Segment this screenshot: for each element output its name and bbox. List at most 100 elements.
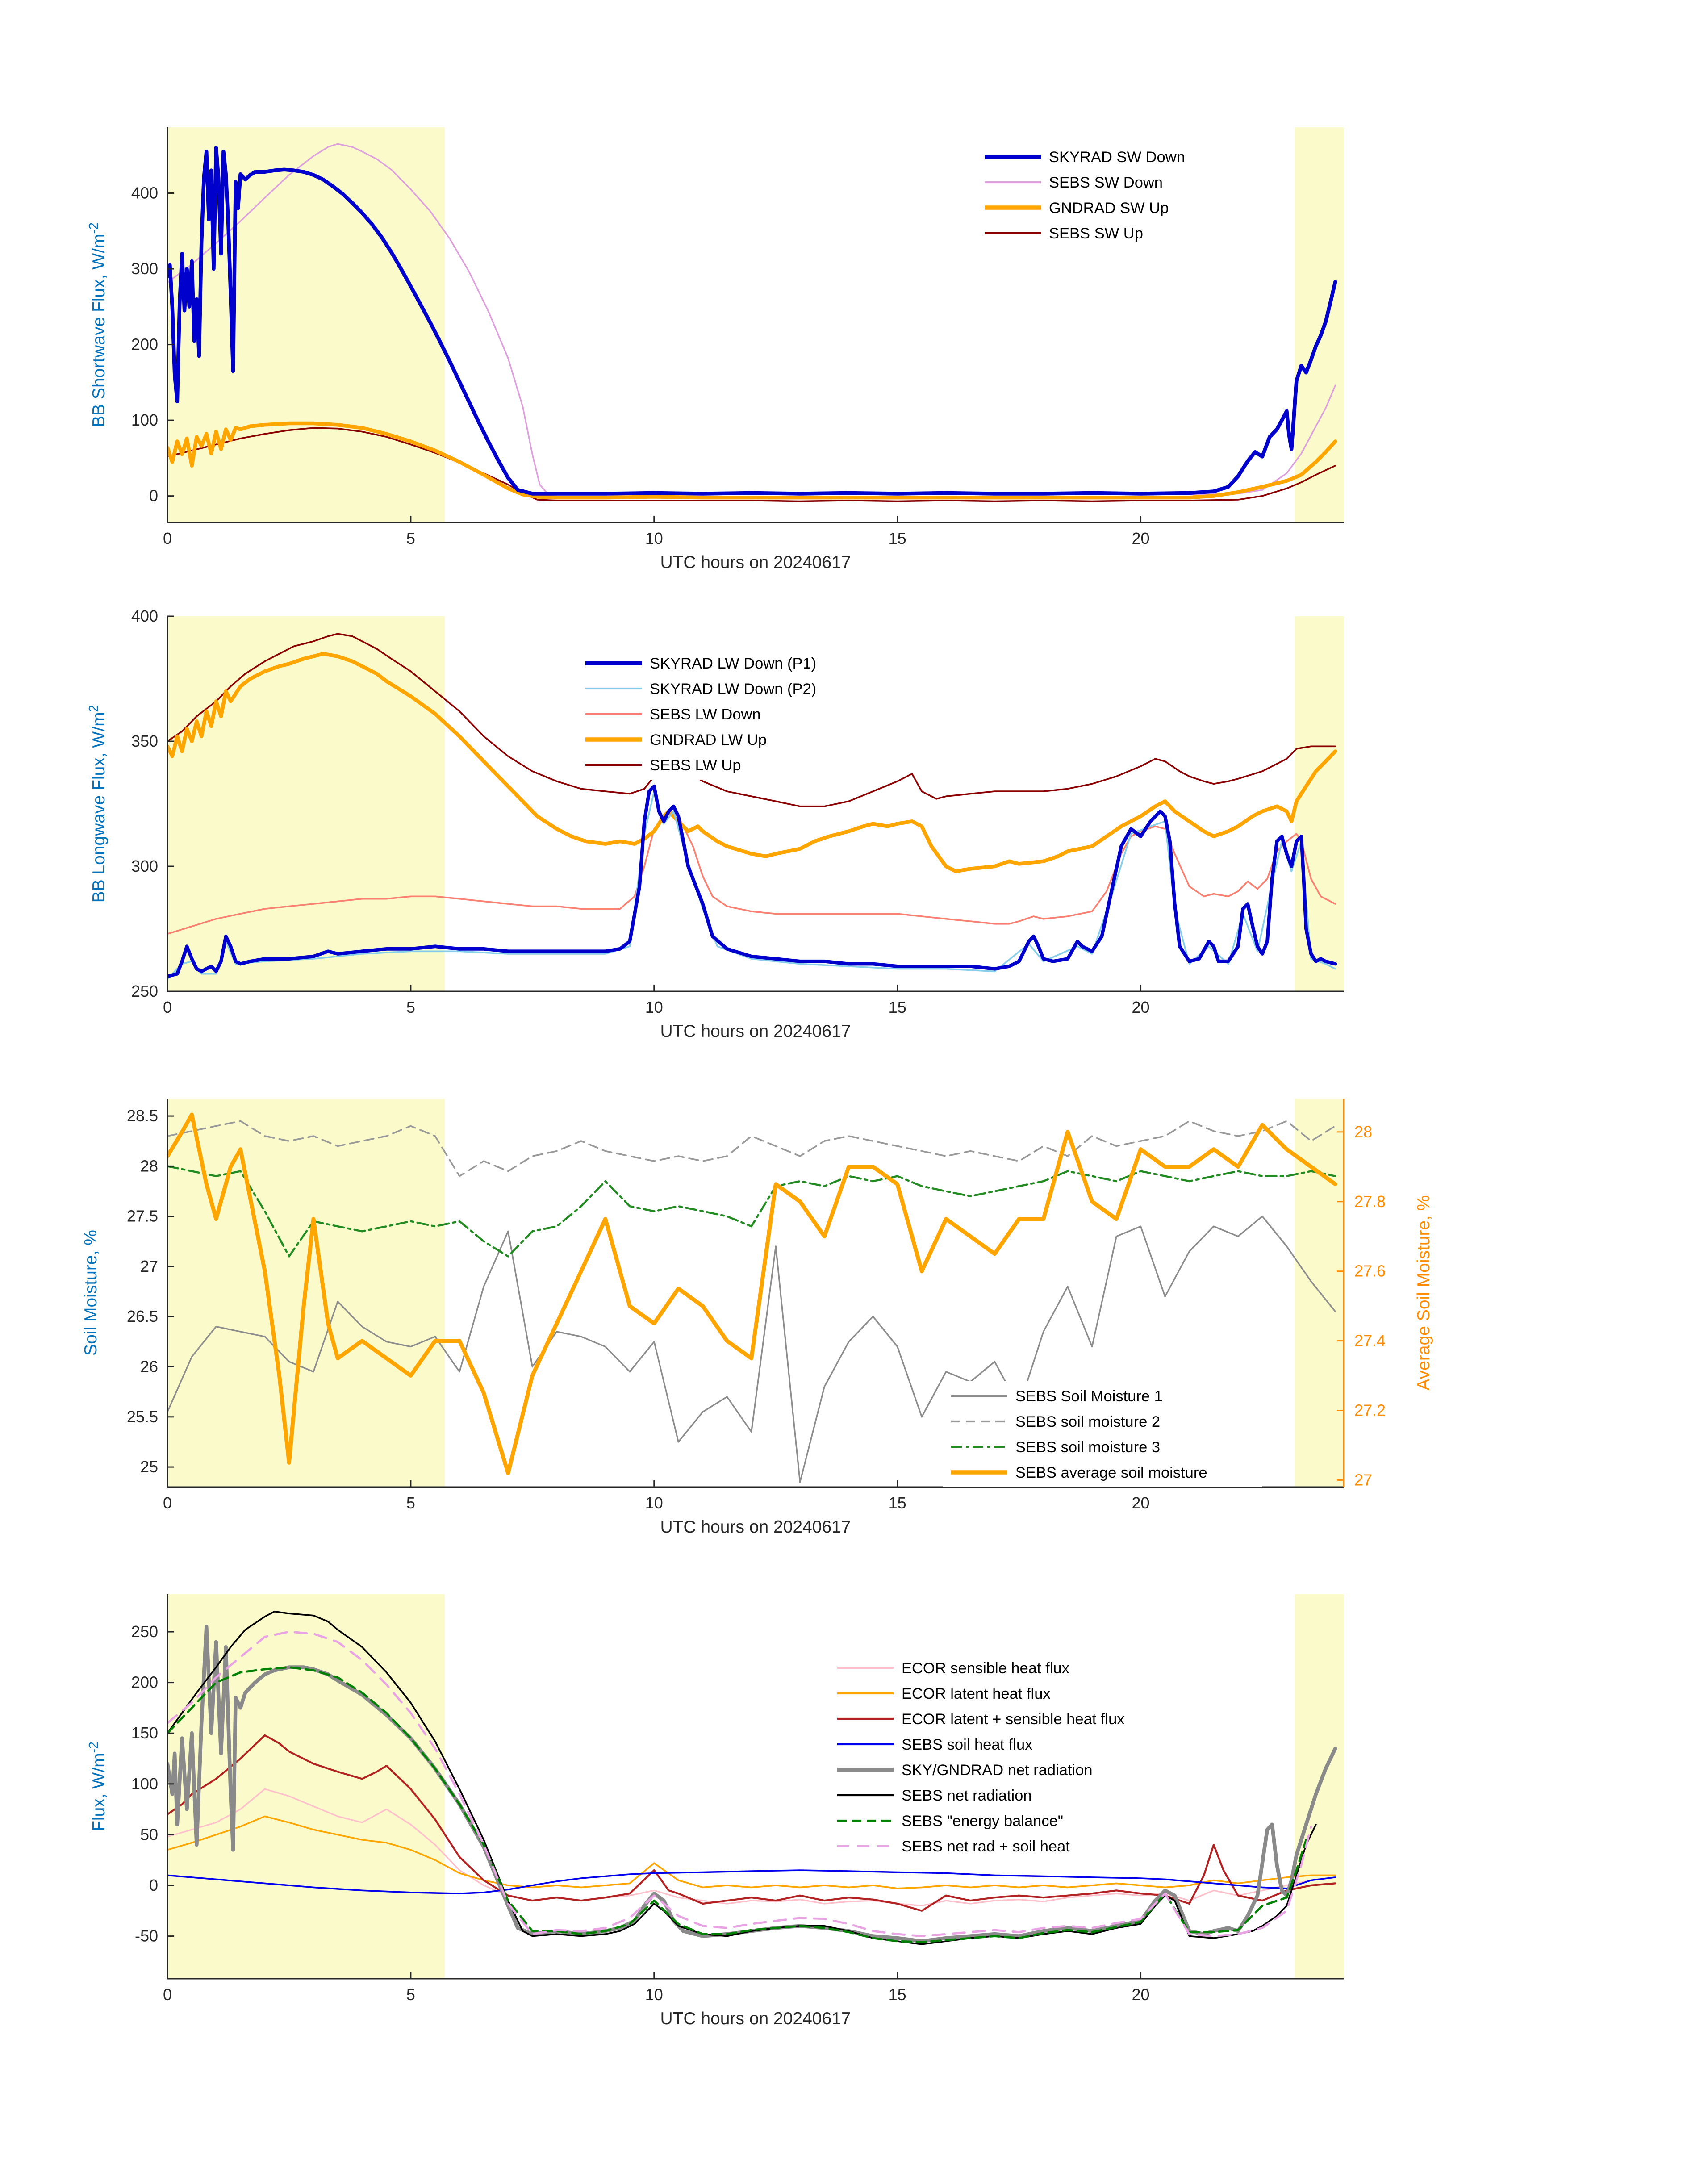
x-tick-label: 0 bbox=[163, 529, 172, 547]
legend-label-sebs-lw-down: SEBS LW Down bbox=[650, 706, 761, 723]
x-axis-label: UTC hours on 20240617 bbox=[660, 1022, 851, 1041]
x-tick-label: 20 bbox=[1132, 998, 1150, 1016]
night-shading-band bbox=[1295, 616, 1344, 991]
right-y-tick-label: 27.6 bbox=[1354, 1262, 1386, 1280]
series-sebs-lw-up bbox=[167, 633, 1336, 807]
legend-label-sebs-soil-moisture-3: SEBS soil moisture 3 bbox=[1015, 1439, 1160, 1456]
x-tick-label: 0 bbox=[163, 1985, 172, 2004]
legend-label-sebs-soil-moisture-1: SEBS Soil Moisture 1 bbox=[1015, 1388, 1163, 1405]
right-y-tick-label: 27.4 bbox=[1354, 1332, 1386, 1350]
x-tick-label: 10 bbox=[645, 998, 663, 1016]
x-tick-label: 5 bbox=[406, 998, 415, 1016]
y-tick-label: 250 bbox=[131, 1622, 158, 1641]
legend-label-sebs-lw-up: SEBS LW Up bbox=[650, 757, 741, 774]
series-gndrad-sw-up bbox=[167, 421, 1337, 500]
y-tick-label: 250 bbox=[131, 982, 158, 1000]
y-tick-label: 50 bbox=[140, 1825, 158, 1843]
y-axis-label: BB Shortwave Flux, W/m-2 bbox=[87, 222, 109, 427]
right-y-tick-label: 28 bbox=[1354, 1123, 1372, 1141]
y-tick-label: 0 bbox=[149, 1876, 158, 1894]
y-tick-label: 300 bbox=[131, 259, 158, 278]
x-tick-label: 5 bbox=[406, 1985, 415, 2004]
x-tick-label: 20 bbox=[1132, 1494, 1150, 1512]
series-gndrad-lw-up bbox=[167, 652, 1337, 873]
x-tick-label: 10 bbox=[645, 1985, 663, 2004]
legend-label-ecor-latent-sensible-heat-flux: ECOR latent + sensible heat flux bbox=[902, 1711, 1125, 1728]
soil-moisture-chart-canvas: 0 5 10 15 20 25 25.5 26 26.5 27 27.5 28 28.5 27 27.2 27… bbox=[81, 1099, 1433, 1537]
y-tick-label: 28.5 bbox=[127, 1107, 158, 1125]
x-tick-label: 0 bbox=[163, 998, 172, 1016]
x-tick-label: 20 bbox=[1132, 1985, 1150, 2004]
legend-label-skyrad-lw-down-p2: SKYRAD LW Down (P2) bbox=[650, 681, 816, 698]
legend-label-sebs-soil-moisture-2: SEBS soil moisture 2 bbox=[1015, 1413, 1160, 1430]
x-axis-label: UTC hours on 20240617 bbox=[660, 2009, 851, 2028]
x-tick-label: 0 bbox=[163, 1494, 172, 1512]
series-sebs-lw-down bbox=[167, 811, 1336, 935]
series-ecor-latent-heat-flux bbox=[167, 1815, 1336, 1889]
x-tick-label: 10 bbox=[645, 529, 663, 547]
chart-shortwave-flux: 0 5 10 15 20 0 100 200 300 400 UTC hours on 202406… bbox=[0, 0, 1708, 576]
y-tick-label: 25 bbox=[140, 1458, 158, 1476]
legend-label-sebs-net-radiation: SEBS net radiation bbox=[902, 1787, 1032, 1804]
y-tick-label: -50 bbox=[135, 1927, 158, 1945]
legend-label-sky-gndrad-net-radiation: SKY/GNDRAD net radiation bbox=[902, 1762, 1093, 1779]
heat-flux-chart-canvas: 0 5 10 15 20 -50 0 50 100 150 200 250 UTC hours on 2… bbox=[87, 1594, 1344, 2028]
y-tick-label: 0 bbox=[149, 487, 158, 505]
right-y-tick-label: 27 bbox=[1354, 1471, 1372, 1489]
legend-label-sebs-energy-balance: SEBS "energy balance" bbox=[902, 1813, 1063, 1830]
x-tick-label: 20 bbox=[1132, 529, 1150, 547]
night-shading-band bbox=[1295, 127, 1344, 522]
right-y-axis-label: Average Soil Moisture, % bbox=[1414, 1195, 1433, 1390]
series-sebs-soil-heat-flux bbox=[167, 1869, 1336, 1894]
longwave-chart-canvas: 0 5 10 15 20 250 300 350 400 UTC hours on 2024061… bbox=[87, 607, 1344, 1041]
x-tick-label: 5 bbox=[406, 1494, 415, 1512]
legend-label-gndrad-lw-up: GNDRAD LW Up bbox=[650, 731, 767, 748]
series-sebs-sw-up bbox=[167, 427, 1336, 502]
series-skyrad-sw-down bbox=[167, 146, 1337, 496]
right-y-tick-label: 27.8 bbox=[1354, 1192, 1386, 1211]
legend-label-sebs-average-soil-moisture: SEBS average soil moisture bbox=[1015, 1464, 1207, 1481]
chart-longwave-flux: 0 5 10 15 20 250 300 350 400 UTC hours on 2024061… bbox=[0, 576, 1708, 1078]
y-tick-label: 350 bbox=[131, 732, 158, 750]
y-tick-label: 200 bbox=[131, 1673, 158, 1692]
legend-label-gndrad-sw-up: GNDRAD SW Up bbox=[1049, 200, 1169, 217]
legend-label-skyrad-lw-down-p1: SKYRAD LW Down (P1) bbox=[650, 655, 816, 672]
y-tick-label: 26 bbox=[140, 1358, 158, 1376]
legend-label-skyrad-sw-down: SKYRAD SW Down bbox=[1049, 149, 1185, 166]
legend-label-sebs-soil-heat-flux: SEBS soil heat flux bbox=[902, 1736, 1032, 1753]
series-sebs-net-rad-soil-heat bbox=[167, 1630, 1312, 1938]
y-tick-label: 300 bbox=[131, 857, 158, 875]
series-sebs-soil-moisture-2 bbox=[167, 1120, 1336, 1177]
y-tick-label: 200 bbox=[131, 335, 158, 354]
y-tick-label: 28 bbox=[140, 1157, 158, 1175]
y-tick-label: 100 bbox=[131, 1775, 158, 1793]
chart-soil-moisture: 0 5 10 15 20 25 25.5 26 26.5 27 27.5 28 28.5 27 27.2 27… bbox=[0, 1078, 1708, 1561]
x-tick-label: 10 bbox=[645, 1494, 663, 1512]
y-tick-label: 25.5 bbox=[127, 1408, 158, 1426]
x-axis-label: UTC hours on 20240617 bbox=[660, 553, 851, 572]
y-tick-label: 400 bbox=[131, 607, 158, 625]
y-axis-label: Flux, W/m-2 bbox=[87, 1742, 109, 1831]
right-y-tick-label: 27.2 bbox=[1354, 1401, 1386, 1419]
x-tick-label: 15 bbox=[889, 1985, 906, 2004]
legend-background bbox=[943, 1381, 1262, 1487]
series-sebs-average-soil-moisture bbox=[167, 1112, 1337, 1475]
x-tick-label: 5 bbox=[406, 529, 415, 547]
legend-background bbox=[977, 142, 1228, 248]
x-axis-label: UTC hours on 20240617 bbox=[660, 1517, 851, 1537]
chart-heat-flux: 0 5 10 15 20 -50 0 50 100 150 200 250 UTC hours on 2… bbox=[0, 1561, 1708, 2177]
legend-label-sebs-sw-down: SEBS SW Down bbox=[1049, 174, 1163, 191]
y-tick-label: 27.5 bbox=[127, 1207, 158, 1225]
x-tick-label: 15 bbox=[889, 998, 906, 1016]
y-axis-label: BB Longwave Flux, W/m2 bbox=[87, 705, 109, 903]
y-tick-label: 100 bbox=[131, 411, 158, 429]
x-tick-label: 15 bbox=[889, 1494, 906, 1512]
legend-label-ecor-latent-heat-flux: ECOR latent heat flux bbox=[902, 1685, 1051, 1702]
night-shading-band bbox=[167, 616, 445, 991]
series-sebs-soil-moisture-3 bbox=[167, 1165, 1336, 1258]
series-skyrad-lw-down-p1 bbox=[167, 784, 1337, 978]
y-axis-label: Soil Moisture, % bbox=[81, 1230, 100, 1356]
legend-label-sebs-net-rad-soil-heat: SEBS net rad + soil heat bbox=[902, 1838, 1070, 1855]
legend-background bbox=[829, 1653, 1167, 1861]
